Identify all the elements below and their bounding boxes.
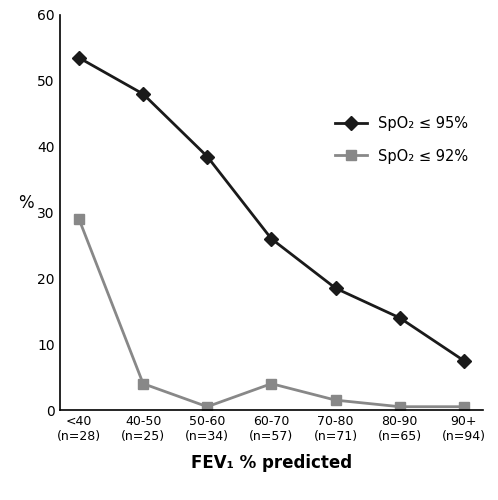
SpO₂ ≤ 92%	[461, 404, 467, 409]
Line: SpO₂ ≤ 92%: SpO₂ ≤ 92%	[74, 214, 469, 412]
SpO₂ ≤ 92%	[268, 380, 274, 386]
SpO₂ ≤ 92%	[140, 380, 146, 386]
SpO₂ ≤ 92%	[204, 404, 210, 409]
SpO₂ ≤ 95%	[268, 236, 274, 242]
SpO₂ ≤ 92%	[333, 397, 339, 403]
SpO₂ ≤ 92%	[397, 404, 403, 409]
Y-axis label: %: %	[18, 194, 34, 212]
SpO₂ ≤ 95%	[333, 285, 339, 291]
Legend: SpO₂ ≤ 95%, SpO₂ ≤ 92%: SpO₂ ≤ 95%, SpO₂ ≤ 92%	[327, 109, 476, 172]
SpO₂ ≤ 95%	[397, 315, 403, 321]
SpO₂ ≤ 95%	[140, 91, 146, 97]
SpO₂ ≤ 95%	[461, 358, 467, 364]
Line: SpO₂ ≤ 95%: SpO₂ ≤ 95%	[74, 53, 469, 366]
SpO₂ ≤ 95%	[204, 154, 210, 160]
SpO₂ ≤ 92%	[76, 216, 82, 222]
SpO₂ ≤ 95%	[76, 55, 82, 61]
X-axis label: FEV₁ % predicted: FEV₁ % predicted	[191, 454, 352, 472]
